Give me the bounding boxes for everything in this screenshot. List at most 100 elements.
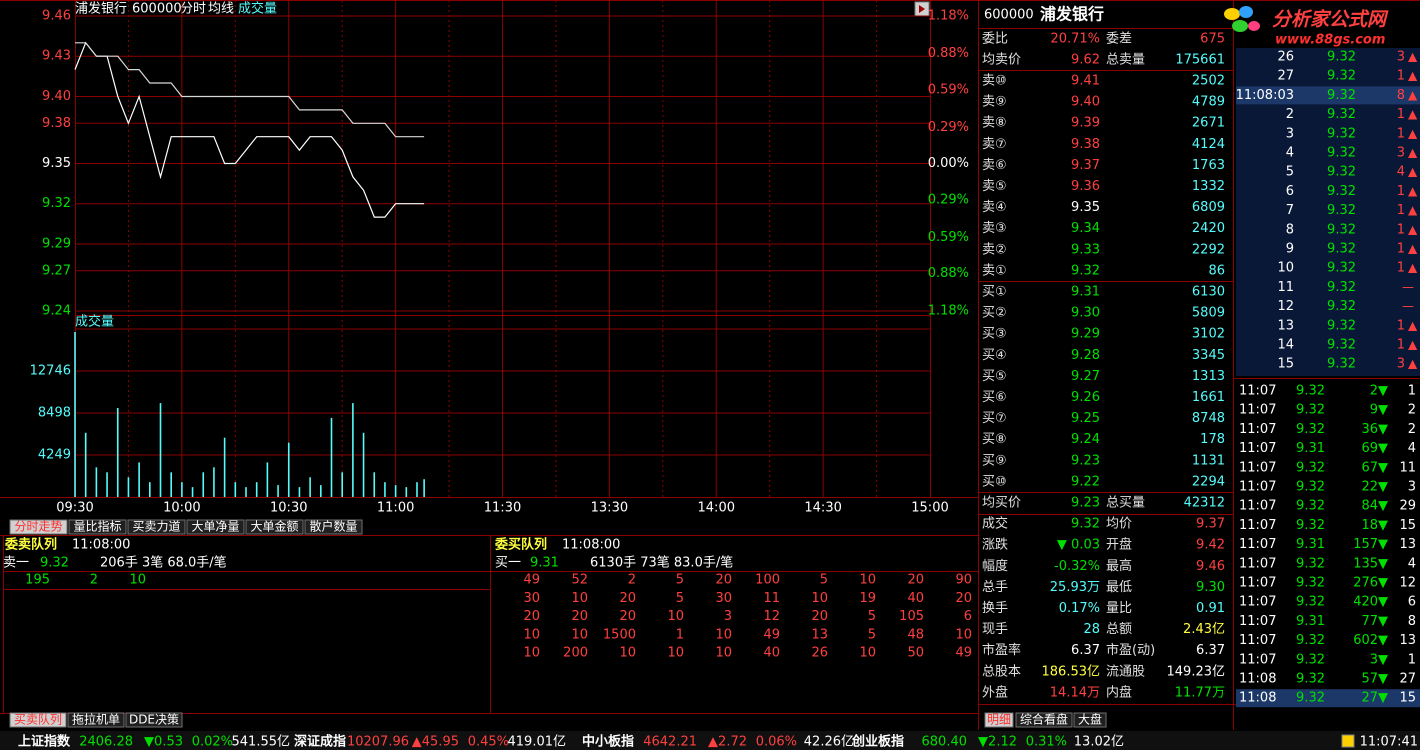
order-size: 11 bbox=[763, 591, 780, 606]
tab[interactable] bbox=[1015, 712, 1073, 728]
tick-price: 9.32 bbox=[1296, 499, 1325, 514]
tab[interactable] bbox=[9, 712, 67, 728]
tick-price: 9.32 bbox=[1327, 146, 1356, 161]
legend-entry: 分时 bbox=[180, 2, 206, 17]
depth-volume: 2292 bbox=[1192, 242, 1225, 257]
tick-price: 9.32 bbox=[1327, 261, 1356, 276]
stat-value: 2.43亿 bbox=[1183, 622, 1225, 637]
x-tick-label: 11:00 bbox=[377, 501, 414, 516]
tick-volume: 602▼ bbox=[1353, 633, 1388, 648]
depth-label: 买⑧ bbox=[982, 432, 1007, 447]
tick-time: 11:07 bbox=[1239, 384, 1276, 399]
order-size: 200 bbox=[563, 646, 588, 661]
tab[interactable] bbox=[984, 712, 1014, 728]
tick-price: 9.32 bbox=[1296, 384, 1325, 399]
tick-count: 13 bbox=[1399, 633, 1416, 648]
index-value: 419.01亿 bbox=[508, 735, 567, 750]
tab[interactable] bbox=[245, 519, 304, 535]
stat-label: 现手 bbox=[982, 622, 1008, 637]
order-size: 10 bbox=[667, 609, 684, 624]
stat-label: 均价 bbox=[1106, 517, 1132, 532]
tick-time: 3 bbox=[1286, 126, 1294, 141]
tab-label: 分时走势 bbox=[14, 520, 62, 534]
stat-value: 14.14万 bbox=[1050, 685, 1100, 700]
tick-price: 9.32 bbox=[1327, 338, 1356, 353]
y-tick-label: 9.46 bbox=[42, 9, 71, 24]
stat-label: 内盘 bbox=[1106, 684, 1132, 700]
order-size: 10 bbox=[523, 627, 540, 642]
index-value: 13.02亿 bbox=[1074, 735, 1124, 750]
order-size: 3 bbox=[724, 609, 732, 624]
tick-price: 9.32 bbox=[1327, 357, 1356, 372]
tick-direction: ▲ bbox=[1408, 146, 1418, 160]
x-tick-label: 14:00 bbox=[698, 501, 735, 516]
order-size: 26 bbox=[811, 646, 828, 661]
order-size: 10 bbox=[859, 646, 876, 661]
index-name: 中小板指 bbox=[582, 734, 634, 750]
tick-price: 9.32 bbox=[1296, 652, 1325, 667]
depth-volume: 6809 bbox=[1192, 200, 1225, 215]
tab[interactable] bbox=[125, 712, 183, 728]
tick-time: 6 bbox=[1286, 184, 1294, 199]
order-size: 20 bbox=[619, 591, 636, 606]
y-tick-label: 9.43 bbox=[42, 49, 71, 64]
index-name: 深证成指 bbox=[294, 734, 346, 750]
tab[interactable] bbox=[9, 519, 68, 535]
depth-price: 9.41 bbox=[1071, 74, 1100, 89]
tick-volume: 1 bbox=[1397, 318, 1405, 333]
index-value: 2406.28 bbox=[79, 735, 133, 750]
tick-volume: 1 bbox=[1397, 203, 1405, 218]
depth-label: 买④ bbox=[982, 348, 1007, 363]
depth-volume: 4124 bbox=[1192, 137, 1225, 152]
tick-time: 8 bbox=[1286, 222, 1294, 237]
row-highlight bbox=[1236, 689, 1420, 708]
depth-volume: 3102 bbox=[1192, 327, 1225, 342]
order-size: 10 bbox=[667, 646, 684, 661]
depth-volume: 2294 bbox=[1192, 474, 1225, 489]
order-size: 49 bbox=[763, 627, 780, 642]
depth-label: 买⑦ bbox=[982, 411, 1007, 426]
order-size: 12 bbox=[763, 609, 780, 624]
stat-value: 175661 bbox=[1175, 53, 1225, 68]
index-value: ▼2.12 bbox=[978, 735, 1017, 750]
y-tick-label: 9.38 bbox=[42, 116, 71, 131]
legend-entry: 均线 bbox=[208, 2, 234, 17]
order-size: 10 bbox=[571, 627, 588, 642]
tab[interactable] bbox=[186, 519, 245, 535]
depth-label: 买③ bbox=[982, 327, 1007, 342]
tab[interactable] bbox=[304, 519, 363, 535]
depth-label: 买① bbox=[982, 285, 1007, 300]
depth-price: 9.34 bbox=[1071, 221, 1100, 236]
depth-label: 买⑨ bbox=[982, 453, 1007, 468]
tick-volume: 3 bbox=[1397, 50, 1405, 65]
depth-volume: 1332 bbox=[1192, 179, 1225, 194]
y-tick-label: 9.27 bbox=[42, 263, 71, 278]
tab[interactable] bbox=[127, 519, 186, 535]
stock-code: 600000 bbox=[132, 2, 182, 17]
y-tick-label: 8498 bbox=[38, 406, 71, 421]
tick-time: 7 bbox=[1286, 203, 1294, 218]
depth-price: 9.31 bbox=[1071, 285, 1100, 300]
y-tick-label: 9.24 bbox=[42, 304, 71, 319]
depth-label: 卖③ bbox=[982, 221, 1007, 236]
tick-price: 9.32 bbox=[1327, 318, 1356, 333]
index-value: 0.31% bbox=[1026, 735, 1067, 750]
depth-label: 卖⑦ bbox=[982, 137, 1007, 152]
tab[interactable] bbox=[67, 712, 125, 728]
tab[interactable] bbox=[1073, 712, 1107, 728]
logo-petal bbox=[1224, 8, 1240, 20]
y2-tick-label: 1.18% bbox=[928, 304, 969, 319]
order-size: 5 bbox=[868, 627, 876, 642]
depth-volume: 1661 bbox=[1192, 390, 1225, 405]
tab-label: 大单净量 bbox=[191, 520, 239, 534]
tick-volume: 1 bbox=[1397, 107, 1405, 122]
tick-direction: ▲ bbox=[1408, 107, 1418, 121]
queue-summary: 206手 3笔 68.0手/笔 bbox=[100, 555, 227, 571]
tick-time: 11:07 bbox=[1239, 480, 1276, 495]
stat-label: 均卖价 bbox=[982, 53, 1021, 68]
tick-volume: 36▼ bbox=[1361, 422, 1388, 437]
tab[interactable] bbox=[68, 519, 127, 535]
tick-volume: 84▼ bbox=[1361, 499, 1388, 514]
order-size: 5 bbox=[820, 573, 828, 588]
tick-time: 11:07 bbox=[1239, 441, 1276, 456]
